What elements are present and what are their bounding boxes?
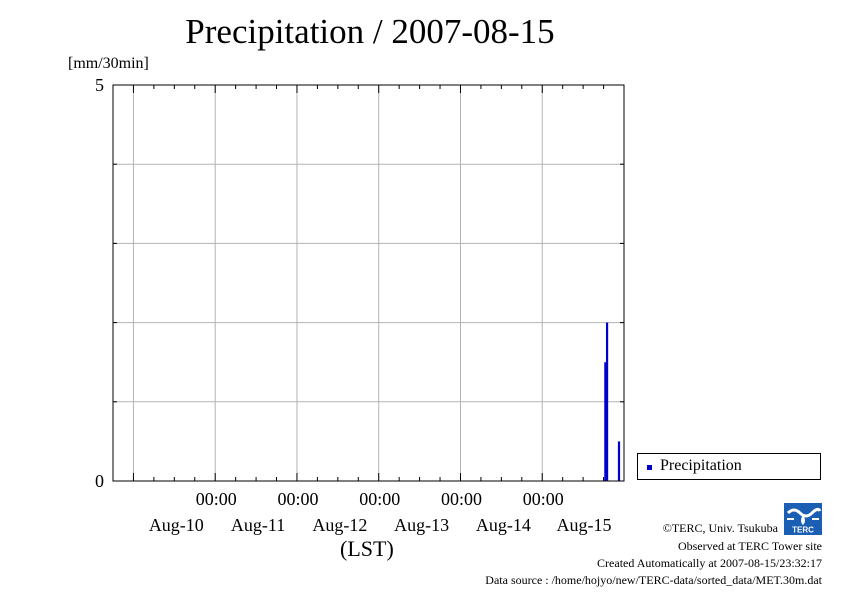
tick-labels: 0 5 00:00 00:00 00:00 00:00 00:00 Aug-10 Aug-11 A… [95,75,612,535]
x-date-label: Aug-15 [557,515,612,535]
x-time-label: 00:00 [359,489,400,509]
precipitation-bars [604,322,621,481]
x-date-label: Aug-13 [394,515,449,535]
x-date-label: Aug-14 [476,515,531,535]
precipitation-bar [604,362,607,481]
x-time-label: 00:00 [277,489,318,509]
precipitation-bar [605,322,609,481]
x-time-label: 00:00 [196,489,237,509]
footer-created: Created Automatically at 2007-08-15/23:3… [597,556,822,570]
footer-copyright: ©TERC, Univ. Tsukuba [662,521,778,535]
x-date-label: Aug-12 [312,515,367,535]
y-tick-label: 5 [95,75,104,95]
legend: Precipitation [637,453,821,480]
legend-swatch [647,465,652,470]
footer-source: Data source : /home/hojyo/new/TERC-data/… [485,573,822,587]
legend-label: Precipitation [660,457,742,474]
y-axis-unit-label: [mm/30min] [68,55,149,72]
axes [112,84,625,482]
footer-observed: Observed at TERC Tower site [677,539,822,553]
x-date-label: Aug-11 [231,515,285,535]
x-axis-title: (LST) [340,536,394,561]
logo-text: TERC [792,526,814,535]
y-tick-label: 0 [95,471,104,491]
x-time-label: 00:00 [523,489,564,509]
plot-frame [112,84,625,482]
precipitation-bar [617,441,621,481]
x-date-label: Aug-10 [149,515,204,535]
terc-logo: TERC [784,503,822,535]
grid-lines [113,85,624,481]
x-time-label: 00:00 [441,489,482,509]
chart-title: Precipitation / 2007-08-15 [185,12,555,51]
